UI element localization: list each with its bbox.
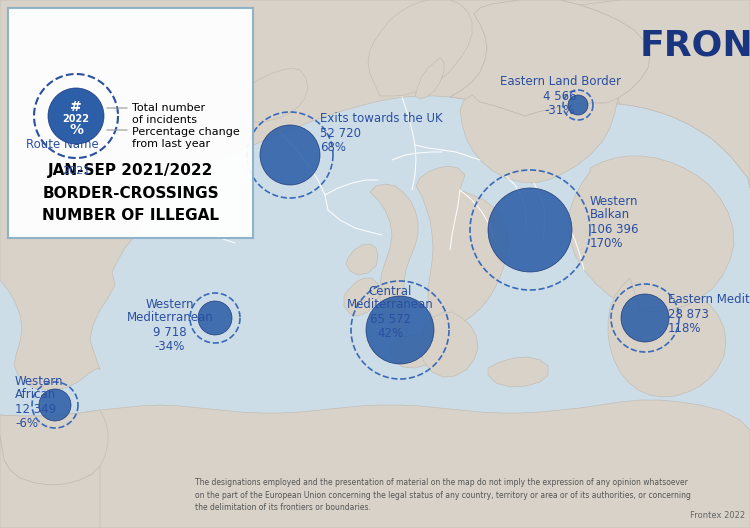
Text: Total number: Total number [132,103,205,113]
Ellipse shape [488,188,572,272]
Text: Eastern Mediterranean (total): Eastern Mediterranean (total) [668,293,750,306]
Ellipse shape [39,389,71,421]
Polygon shape [632,307,670,337]
Polygon shape [368,0,472,96]
Polygon shape [450,0,650,116]
Text: Western: Western [146,298,194,311]
Text: Eastern Land Border: Eastern Land Border [500,75,620,88]
Text: BORDER-CROSSINGS: BORDER-CROSSINGS [42,185,219,201]
Text: 65 572: 65 572 [370,313,410,326]
Text: 42%: 42% [377,327,403,340]
Text: 12 349: 12 349 [15,403,56,416]
Text: Frontex 2022: Frontex 2022 [690,511,745,520]
Text: 68%: 68% [320,141,346,154]
Text: 2021: 2021 [62,166,90,176]
Text: Western: Western [590,195,638,208]
Ellipse shape [48,88,104,144]
Text: The designations employed and the presentation of material on the map do not imp: The designations employed and the presen… [195,478,691,512]
Polygon shape [420,312,478,377]
FancyBboxPatch shape [8,8,253,238]
Polygon shape [0,410,108,485]
Text: Western: Western [15,375,64,388]
Text: 106 396: 106 396 [590,223,638,236]
Polygon shape [580,0,750,188]
Text: 118%: 118% [668,322,701,335]
Polygon shape [370,184,418,338]
Text: Percentage change: Percentage change [132,127,240,137]
Polygon shape [0,400,750,528]
Text: Balkan: Balkan [590,208,630,221]
Text: Mediterranean: Mediterranean [127,311,213,324]
Text: Mediterranean: Mediterranean [346,298,433,311]
Text: 170%: 170% [590,237,623,250]
Ellipse shape [621,294,669,342]
Polygon shape [228,68,308,122]
Text: 52 720: 52 720 [320,127,361,140]
Text: of incidents: of incidents [132,115,197,125]
Polygon shape [488,357,548,387]
Polygon shape [0,436,100,528]
Text: JAN-SEP 2021/2022: JAN-SEP 2021/2022 [48,163,213,177]
Polygon shape [390,335,435,368]
Polygon shape [210,86,250,118]
Polygon shape [568,156,734,312]
Text: African: African [15,388,56,401]
Text: 2022: 2022 [62,114,89,124]
Ellipse shape [366,296,434,364]
Polygon shape [0,0,750,390]
Text: 9 718: 9 718 [153,326,187,339]
Polygon shape [416,166,508,328]
Text: FRONTEX: FRONTEX [640,28,750,62]
Polygon shape [415,58,444,99]
Polygon shape [460,95,618,183]
Text: #: # [70,100,82,114]
Polygon shape [450,0,650,116]
Text: %: % [69,123,83,137]
Text: -34%: -34% [154,340,185,353]
Text: Central: Central [368,285,412,298]
Ellipse shape [198,301,232,335]
Polygon shape [344,278,380,316]
Text: Route Name: Route Name [26,137,99,150]
Text: 28 873: 28 873 [668,308,709,321]
Text: 4 566: 4 566 [543,90,577,103]
Polygon shape [346,244,378,275]
Ellipse shape [568,95,588,115]
Text: -31%: -31% [544,104,575,117]
Text: Exits towards the UK: Exits towards the UK [320,112,442,125]
Ellipse shape [260,125,320,185]
Text: from last year: from last year [132,139,210,149]
Text: -6%: -6% [15,417,38,430]
Text: NUMBER OF ILLEGAL: NUMBER OF ILLEGAL [42,209,219,223]
Polygon shape [608,278,726,397]
